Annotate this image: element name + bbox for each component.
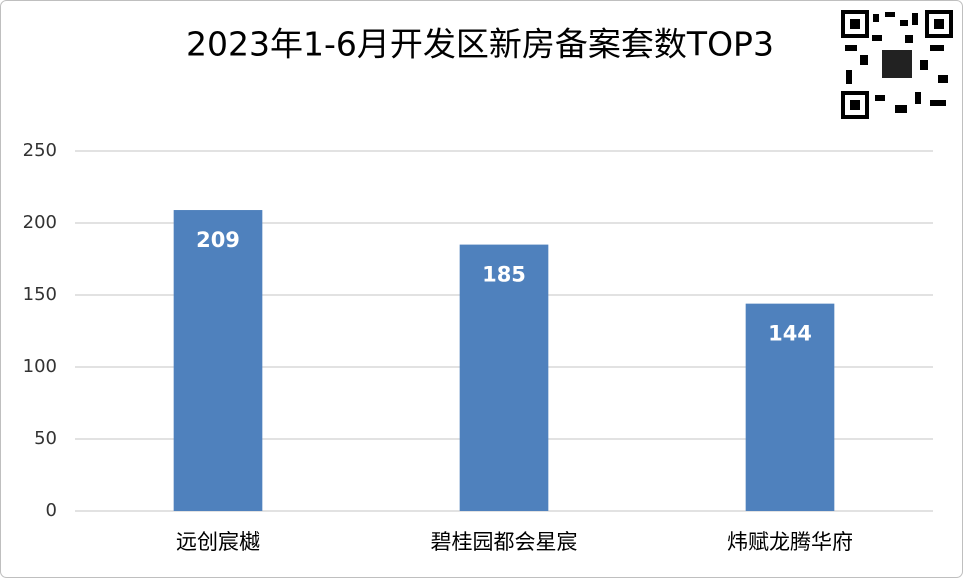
y-tick-label: 0 — [46, 500, 57, 521]
value-label: 144 — [768, 322, 812, 346]
y-tick-label: 100 — [23, 356, 57, 377]
x-tick-label: 炜赋龙腾华府 — [727, 530, 853, 554]
qr-code — [840, 10, 953, 120]
y-tick-label: 250 — [23, 140, 57, 161]
bar — [459, 244, 549, 511]
value-label: 209 — [196, 228, 240, 252]
y-tick-label: 50 — [34, 428, 57, 449]
x-tick-label: 碧桂园都会星宸 — [431, 530, 578, 554]
y-tick-label: 150 — [23, 284, 57, 305]
bar — [173, 210, 263, 512]
chart-title: 2023年1-6月开发区新房备案套数TOP3 — [186, 25, 774, 64]
value-label: 185 — [482, 263, 526, 287]
x-tick-label: 远创宸樾 — [176, 530, 260, 554]
y-tick-label: 200 — [23, 212, 57, 233]
bar — [745, 303, 835, 511]
